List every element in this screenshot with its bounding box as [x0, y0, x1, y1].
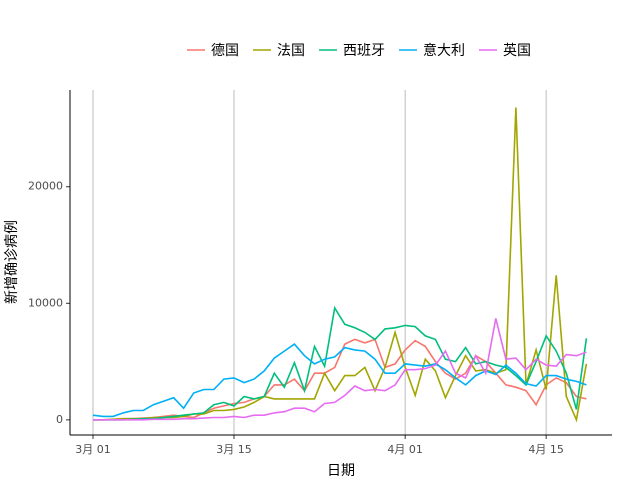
y-tick-label: 10000 — [28, 296, 63, 309]
legend-item: 西班牙 — [319, 43, 385, 59]
x-tick-label: 3月 15 — [216, 443, 252, 456]
x-tick-label: 4月 15 — [528, 443, 564, 456]
series-line — [93, 107, 588, 423]
x-tick-label: 3月 01 — [75, 443, 111, 456]
legend-label: 西班牙 — [343, 43, 385, 59]
legend-item: 德国 — [187, 43, 239, 59]
x-axis-title: 日期 — [327, 463, 355, 479]
x-tick-label: 4月 01 — [387, 443, 423, 456]
legend-label: 英国 — [503, 42, 531, 59]
legend-label: 意大利 — [423, 42, 465, 59]
legend-item: 英国 — [479, 42, 531, 59]
y-tick-label: 0 — [56, 413, 63, 426]
series-line — [92, 343, 587, 418]
legend-item: 法国 — [253, 43, 305, 59]
y-axis-title: 新增确诊病例 — [4, 220, 20, 304]
series-line — [93, 318, 587, 421]
legend-label: 法国 — [277, 43, 305, 59]
legend-item: 意大利 — [399, 42, 465, 59]
series-line — [93, 305, 588, 421]
y-tick-label: 20000 — [28, 180, 63, 193]
legend-label: 德国 — [211, 43, 239, 59]
